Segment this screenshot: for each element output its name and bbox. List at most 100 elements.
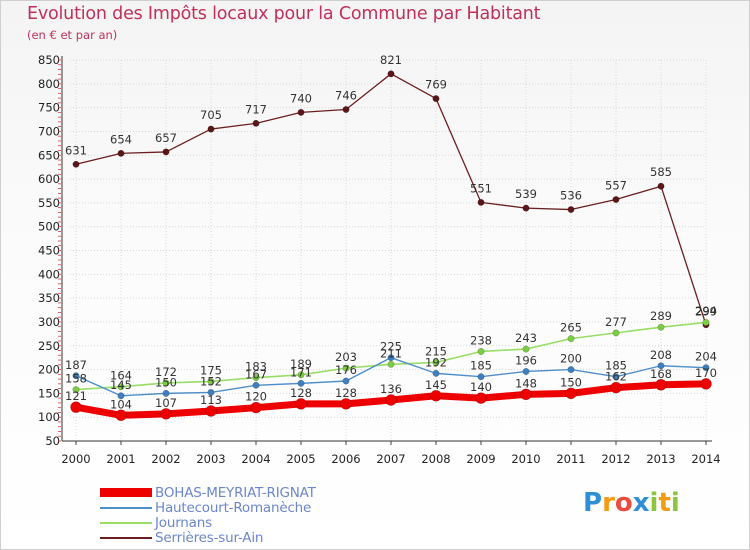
data-point <box>567 366 575 374</box>
x-tick-label: 2007 <box>376 452 405 466</box>
data-label: 113 <box>200 393 222 407</box>
x-tick-label: 2005 <box>286 452 315 466</box>
data-label: 183 <box>245 360 267 374</box>
data-point <box>700 378 712 390</box>
data-point <box>252 381 260 389</box>
data-label: 152 <box>200 374 222 388</box>
y-tick-label: 600 <box>38 172 60 186</box>
proxiti-logo: Proxiti <box>583 488 680 518</box>
data-label: 585 <box>650 165 672 179</box>
data-point <box>297 371 305 379</box>
data-point <box>567 335 575 343</box>
data-point <box>657 182 665 190</box>
data-point <box>432 358 440 366</box>
data-point <box>702 364 710 372</box>
y-tick-label: 550 <box>38 196 60 210</box>
data-point <box>385 394 397 406</box>
legend-swatch <box>100 537 152 539</box>
data-label: 167 <box>245 367 267 381</box>
x-tick-label: 2013 <box>646 452 675 466</box>
data-label: 821 <box>380 53 402 67</box>
data-label: 740 <box>290 91 312 105</box>
data-label: 243 <box>515 331 537 345</box>
data-label: 654 <box>110 132 132 146</box>
data-label: 150 <box>560 375 582 389</box>
data-point <box>160 408 172 420</box>
x-tick-label: 2011 <box>556 452 585 466</box>
x-tick-label: 2001 <box>106 452 135 466</box>
data-point <box>520 388 532 401</box>
x-tick-label: 2009 <box>466 452 495 466</box>
data-label: 211 <box>380 346 402 360</box>
data-point <box>162 148 170 156</box>
data-point <box>72 160 80 168</box>
y-tick-label: 350 <box>38 291 60 305</box>
legend-swatch <box>100 522 152 524</box>
data-label: 175 <box>200 363 222 377</box>
data-label: 128 <box>335 386 357 400</box>
data-label: 187 <box>65 358 87 372</box>
chart-title: Evolution des Impôts locaux pour la Comm… <box>27 4 541 24</box>
x-tick-label: 2003 <box>196 452 225 466</box>
data-label: 168 <box>650 367 672 381</box>
y-tick-label: 250 <box>38 339 60 353</box>
data-point <box>610 381 622 394</box>
data-label: 171 <box>290 365 312 379</box>
data-point <box>702 318 710 326</box>
data-label: 657 <box>155 131 177 145</box>
data-label: 189 <box>290 357 312 371</box>
data-label: 121 <box>65 389 87 403</box>
data-point <box>387 360 395 368</box>
data-point <box>567 206 575 213</box>
data-label: 215 <box>425 344 447 358</box>
data-point <box>250 401 262 414</box>
data-label: 769 <box>425 78 447 92</box>
data-point <box>117 149 125 157</box>
data-point <box>477 198 485 206</box>
data-point <box>612 196 620 203</box>
data-label: 136 <box>380 382 402 396</box>
data-label: 208 <box>650 348 672 362</box>
data-point <box>612 329 620 337</box>
data-label: 225 <box>380 340 402 354</box>
legend-swatch <box>100 488 152 497</box>
data-label: 185 <box>605 359 627 373</box>
data-label: 176 <box>335 363 357 377</box>
legend-label: Journans <box>155 515 212 531</box>
data-point <box>295 398 307 410</box>
data-label: 717 <box>245 102 267 116</box>
data-label: 204 <box>695 350 717 364</box>
legend-swatch <box>100 507 152 509</box>
data-point <box>72 372 80 380</box>
y-tick-label: 450 <box>38 244 60 258</box>
data-point <box>387 354 395 362</box>
data-point <box>475 392 487 404</box>
data-label: 158 <box>65 372 87 386</box>
data-label: 120 <box>245 390 267 404</box>
data-label: 128 <box>290 386 312 400</box>
data-point <box>387 70 395 78</box>
data-point <box>342 106 350 113</box>
data-point <box>252 119 260 127</box>
data-label: 265 <box>560 321 582 335</box>
chart-subtitle: (en € et par an) <box>27 28 118 42</box>
data-point <box>477 348 485 355</box>
y-tick-label: 500 <box>38 220 60 234</box>
data-point <box>297 379 305 387</box>
y-tick-label: 650 <box>38 148 60 162</box>
data-label: 192 <box>425 355 447 369</box>
data-label: 289 <box>650 309 672 323</box>
x-tick-label: 2004 <box>241 452 270 466</box>
data-label: 185 <box>470 359 492 373</box>
data-label: 145 <box>425 378 447 392</box>
data-label: 299 <box>695 304 717 318</box>
legend-label: BOHAS-MEYRIAT-RIGNAT <box>155 485 316 501</box>
data-point <box>522 368 530 375</box>
data-point <box>342 377 350 385</box>
data-point <box>70 401 82 413</box>
data-label: 140 <box>470 380 492 394</box>
data-label: 539 <box>515 187 537 201</box>
data-label: 162 <box>605 370 627 384</box>
data-point <box>432 369 440 377</box>
